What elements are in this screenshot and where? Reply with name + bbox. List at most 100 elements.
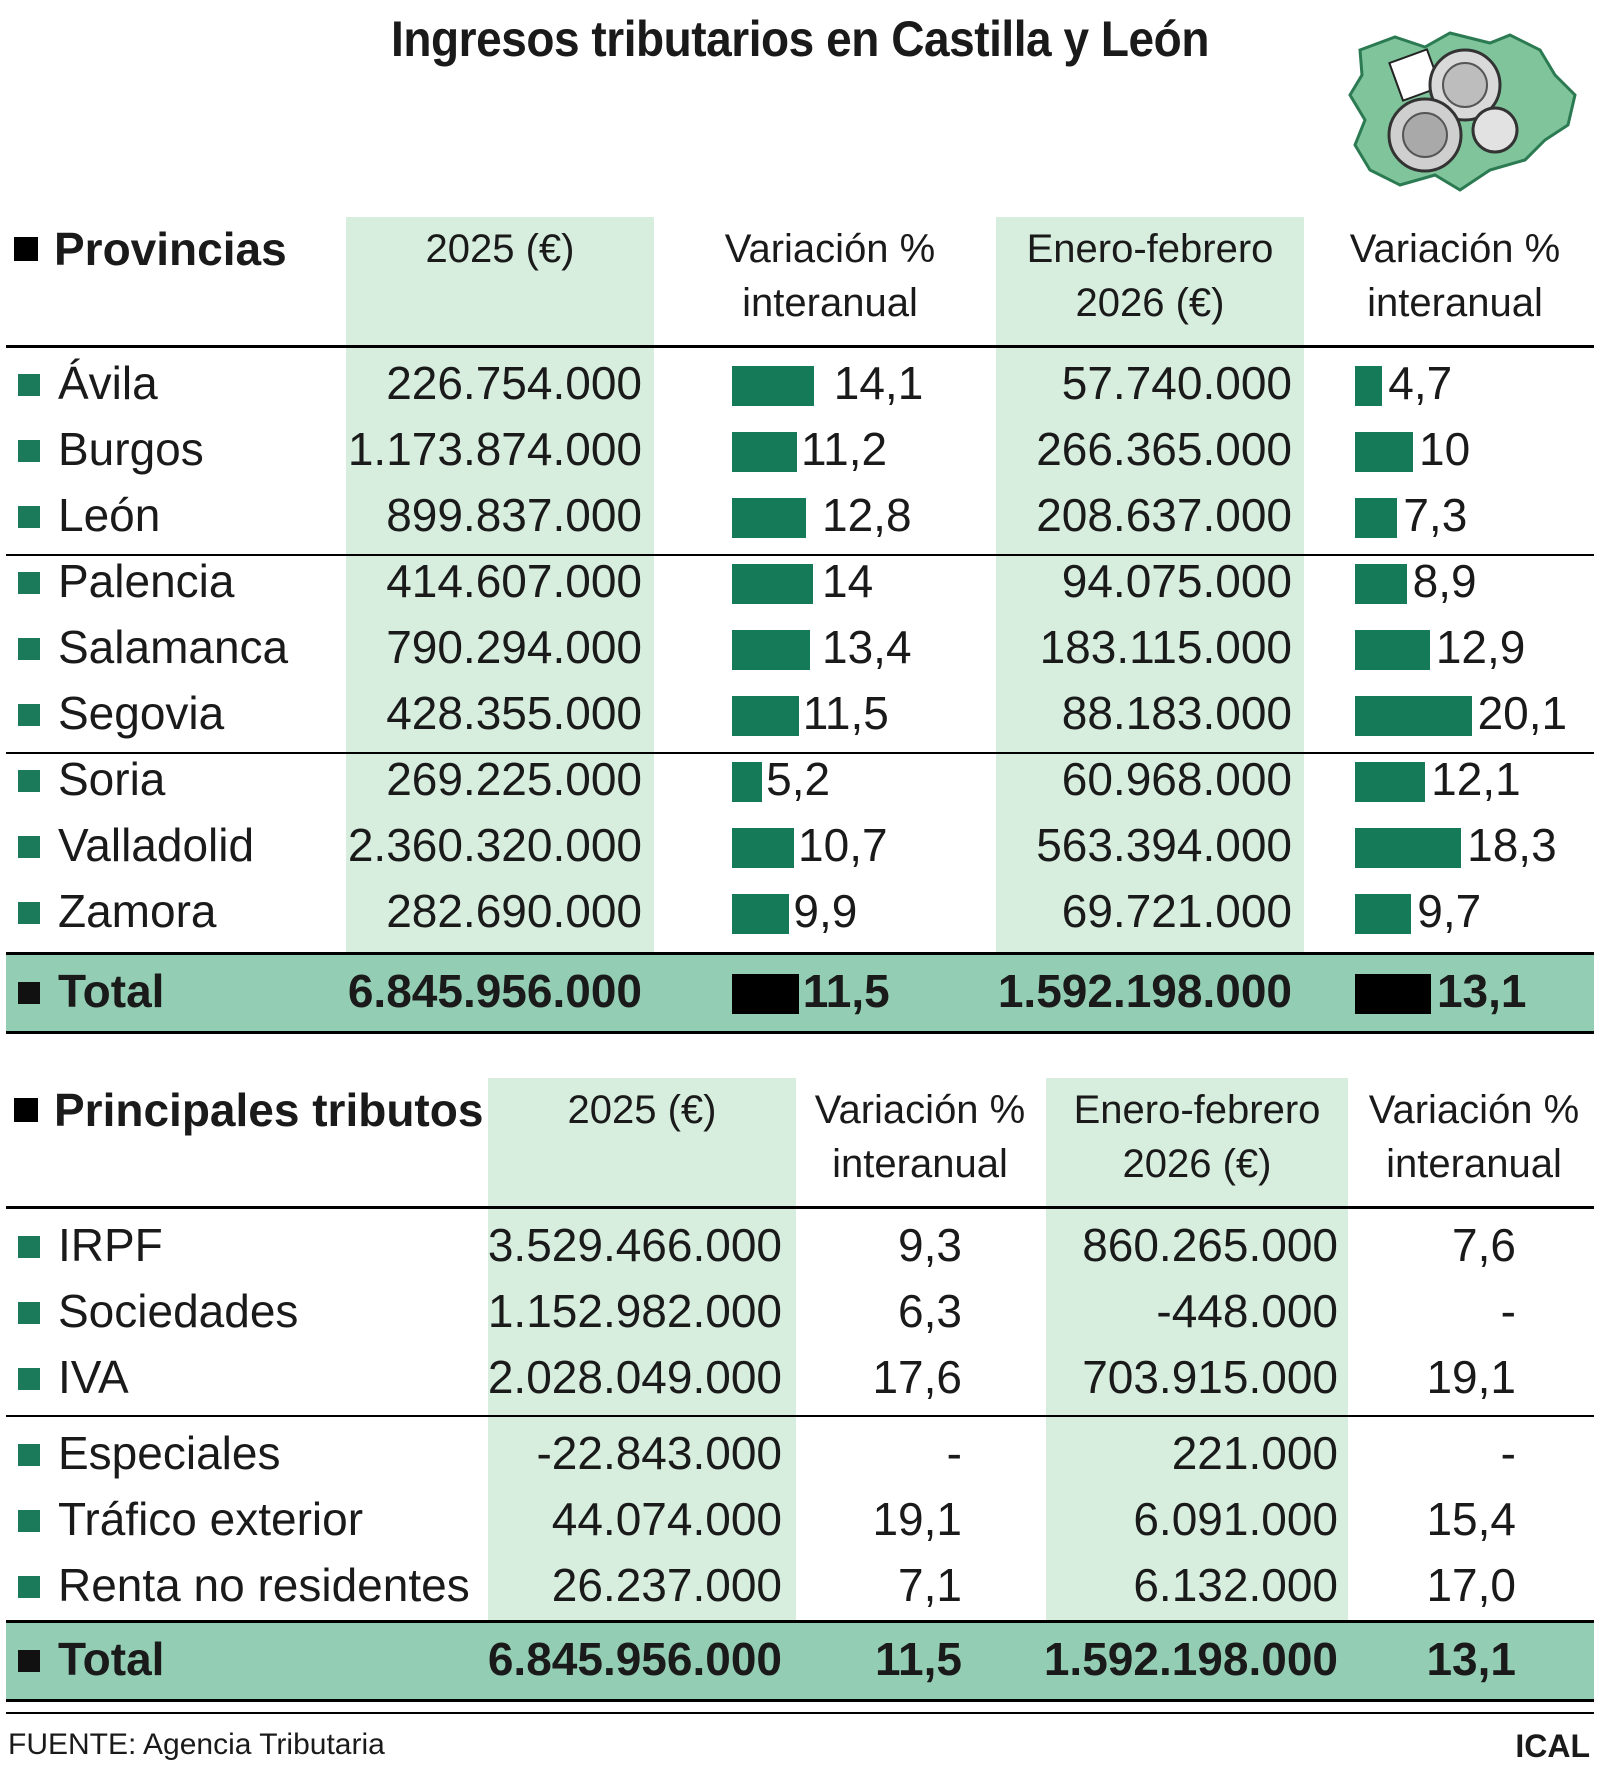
divider-header-tributos <box>6 1206 1594 1209</box>
table-row: Ávila 226.754.000 14,1 57.740.000 4,7 <box>0 350 1600 416</box>
colhead-enero-febrero-tributos: Enero-febrero 2026 (€) <box>1073 1088 1321 1186</box>
colhead-variacion-1: Variación % interanual <box>724 227 936 325</box>
value-enero-febrero: 57.740.000 <box>1061 357 1292 409</box>
variacion-label: 10 <box>1419 423 1471 475</box>
variacion-label: 13,1 <box>1436 965 1527 1017</box>
row-label: Ávila <box>58 357 158 409</box>
value-2025: 26.237.000 <box>551 1559 782 1611</box>
row-name: Zamora <box>18 878 216 944</box>
variacion-label: 11,2 <box>800 423 888 475</box>
col-bg-enero-febrero <box>996 217 1304 952</box>
row-label: Especiales <box>58 1427 281 1479</box>
value-2025: 269.225.000 <box>386 753 642 805</box>
row-name: Total <box>18 958 164 1024</box>
divider-total-bottom-tributos <box>6 1699 1594 1702</box>
page-title: Ingresos tributarios en Castilla y León <box>391 11 1209 67</box>
table-row: Segovia 428.355.000 11,5 88.183.000 20,1 <box>0 680 1600 746</box>
value-enero-febrero: -448.000 <box>1156 1285 1338 1337</box>
variacion-bar <box>732 432 797 472</box>
variacion-label: 14 <box>822 555 874 607</box>
table-row: Especiales -22.843.000 - 221.000 - <box>0 1420 1600 1486</box>
variacion-label: 9,9 <box>793 885 858 937</box>
variacion-value: 19,1 <box>1426 1351 1516 1403</box>
row-name: Valladolid <box>18 812 254 878</box>
divider-total-bottom <box>6 1031 1594 1034</box>
value-enero-febrero: 6.091.000 <box>1133 1493 1338 1545</box>
variacion-bar <box>732 498 807 538</box>
value-enero-febrero: 860.265.000 <box>1082 1219 1338 1271</box>
variacion-bar <box>732 828 795 868</box>
variacion-value: - <box>946 1427 962 1479</box>
variacion-label: 11,5 <box>802 687 889 739</box>
table-row: IRPF 3.529.466.000 9,3 860.265.000 7,6 <box>0 1212 1600 1278</box>
variacion-label: 12,1 <box>1431 753 1521 805</box>
row-label: Soria <box>58 753 166 805</box>
row-label: Valladolid <box>58 819 255 871</box>
variacion-label: 12,8 <box>822 489 912 541</box>
variacion-label: 10,7 <box>798 819 888 871</box>
variacion-value: 17,6 <box>872 1351 962 1403</box>
row-name: Burgos <box>18 416 204 482</box>
variacion-label: 12,9 <box>1435 621 1526 673</box>
variacion-bar <box>1355 696 1472 736</box>
value-enero-febrero: 60.968.000 <box>1061 753 1292 805</box>
variacion-value: 7,6 <box>1452 1219 1516 1271</box>
variacion-label: 13,4 <box>822 621 912 673</box>
row-name: Tráfico exterior <box>18 1486 363 1552</box>
variacion-value: - <box>1500 1285 1516 1337</box>
variacion-value: 17,0 <box>1426 1559 1516 1611</box>
table-row: León 899.837.000 12,8 208.637.000 7,3 <box>0 482 1600 548</box>
brand-label: ICAL <box>1515 1728 1590 1764</box>
variacion-value: 9,3 <box>898 1219 962 1271</box>
value-2025: 282.690.000 <box>386 885 642 937</box>
variacion-value: 11,5 <box>875 1633 962 1685</box>
variacion-label: 4,7 <box>1388 357 1453 409</box>
bullet-square-icon <box>18 440 40 462</box>
variacion-bar <box>732 564 814 604</box>
value-2025: -22.843.000 <box>536 1427 782 1479</box>
value-enero-febrero: 94.075.000 <box>1061 555 1292 607</box>
row-label: Zamora <box>58 885 217 937</box>
variacion-bar <box>1355 564 1407 604</box>
table-row: Valladolid 2.360.320.000 10,7 563.394.000 18… <box>0 812 1600 878</box>
variacion-bar <box>1355 366 1383 406</box>
value-2025: 226.754.000 <box>386 357 642 409</box>
table-row: Palencia 414.607.000 14 94.075.000 8,9 <box>0 548 1600 614</box>
divider-group-tributos <box>6 1415 1594 1417</box>
variacion-label: 11,5 <box>802 965 890 1017</box>
total-row: Total 6.845.956.000 11,5 1.592.198.000 13,1 <box>0 958 1600 1024</box>
value-enero-febrero: 266.365.000 <box>1036 423 1292 475</box>
map-coins-icon <box>1348 31 1577 192</box>
table-row: Burgos 1.173.874.000 11,2 266.365.000 10 <box>0 416 1600 482</box>
value-enero-febrero: 88.183.000 <box>1061 687 1292 739</box>
bullet-square-icon <box>18 770 40 792</box>
row-name: Ávila <box>18 350 158 416</box>
value-2025: 428.355.000 <box>386 687 642 739</box>
colhead-variacion-2: Variación % interanual <box>1349 227 1561 325</box>
variacion-bar <box>732 894 790 934</box>
variacion-bar <box>1355 498 1398 538</box>
row-label: Total <box>58 1633 165 1685</box>
row-name: Total <box>18 1626 164 1692</box>
table-row: Salamanca 790.294.000 13,4 183.115.000 12,9 <box>0 614 1600 680</box>
total-band-tributos <box>6 1623 1594 1699</box>
row-label: Total <box>58 965 165 1017</box>
variacion-value: 19,1 <box>872 1493 962 1545</box>
value-enero-febrero: 703.915.000 <box>1082 1351 1338 1403</box>
row-name: Soria <box>18 746 165 812</box>
colhead-variacion-1-tributos: Variación % interanual <box>814 1088 1026 1186</box>
source-note: FUENTE: Agencia Tributaria <box>8 1728 385 1761</box>
value-enero-febrero: 563.394.000 <box>1036 819 1292 871</box>
variacion-value: 13,1 <box>1426 1633 1516 1685</box>
variacion-bar <box>732 630 810 670</box>
bullet-square-icon <box>18 572 40 594</box>
table-row: Renta no residentes 26.237.000 7,1 6.132.00… <box>0 1552 1600 1618</box>
variacion-label: 20,1 <box>1477 687 1568 739</box>
variacion-label: 5,2 <box>766 753 831 805</box>
variacion-bar <box>732 974 799 1014</box>
variacion-bar <box>732 762 763 802</box>
value-2025: 6.845.956.000 <box>487 1633 782 1685</box>
variacion-bar <box>1355 894 1412 934</box>
variacion-bar <box>1355 762 1426 802</box>
variacion-bar <box>1355 630 1430 670</box>
